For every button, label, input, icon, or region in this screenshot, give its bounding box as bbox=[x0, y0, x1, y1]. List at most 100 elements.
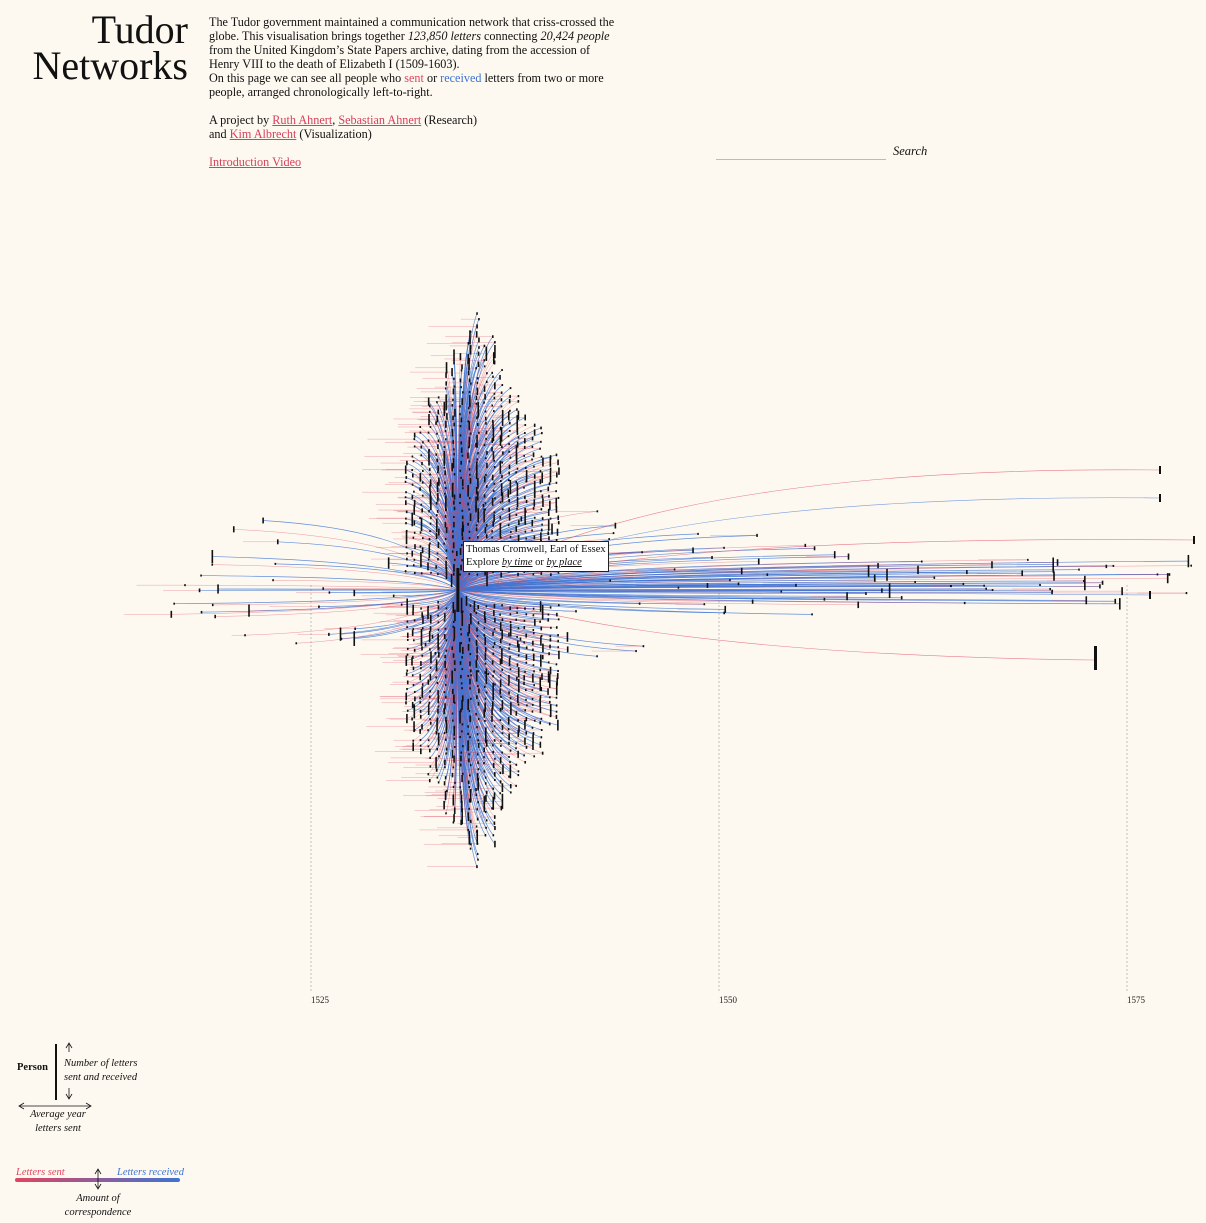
person-node bbox=[461, 613, 464, 627]
person-node bbox=[427, 431, 430, 434]
person-node bbox=[492, 352, 495, 364]
person-node bbox=[492, 796, 495, 810]
person-node bbox=[476, 627, 478, 632]
person-node bbox=[476, 381, 479, 385]
person-node bbox=[459, 353, 462, 361]
person-node bbox=[420, 661, 422, 666]
person-node bbox=[524, 423, 527, 427]
person-node bbox=[477, 761, 479, 764]
person-node bbox=[400, 603, 403, 606]
person-node bbox=[874, 578, 876, 582]
person-node bbox=[548, 536, 550, 541]
person-node bbox=[501, 604, 503, 607]
link-sebastian-ahnert[interactable]: Sebastian Ahnert bbox=[338, 113, 422, 127]
search-input[interactable] bbox=[716, 144, 886, 160]
person-node bbox=[461, 364, 463, 370]
person-node bbox=[406, 638, 409, 641]
person-node bbox=[411, 550, 414, 557]
person-node bbox=[515, 747, 517, 750]
person-node bbox=[475, 331, 478, 338]
person-node bbox=[555, 538, 558, 542]
person-node bbox=[642, 645, 645, 648]
person-node bbox=[428, 640, 431, 643]
person-node bbox=[509, 643, 511, 646]
person-node bbox=[555, 663, 558, 666]
person-node bbox=[211, 603, 214, 607]
person-node bbox=[460, 441, 463, 445]
person-node bbox=[525, 510, 527, 513]
person-node bbox=[460, 708, 462, 713]
person-node bbox=[494, 497, 496, 500]
person-node bbox=[412, 459, 415, 463]
person-node bbox=[548, 494, 550, 498]
person-node bbox=[526, 704, 528, 707]
person-node bbox=[509, 655, 511, 658]
person-node bbox=[476, 536, 479, 539]
explore-by-time-link[interactable]: by time bbox=[501, 557, 533, 568]
link bbox=[457, 589, 526, 763]
person-node bbox=[813, 546, 816, 551]
person-node bbox=[491, 497, 494, 506]
link-kim-albrecht[interactable]: Kim Albrecht bbox=[229, 127, 297, 141]
person-node bbox=[475, 788, 477, 792]
person-node bbox=[493, 739, 496, 742]
link bbox=[323, 588, 458, 591]
person-node bbox=[524, 414, 527, 421]
link bbox=[457, 497, 559, 591]
person-node bbox=[437, 471, 439, 474]
person-node bbox=[461, 699, 463, 710]
person-node bbox=[483, 359, 486, 362]
person-node bbox=[485, 826, 487, 829]
person-node bbox=[523, 675, 525, 681]
person-node bbox=[478, 431, 480, 434]
person-node bbox=[469, 330, 471, 345]
person-node bbox=[550, 573, 552, 577]
person-node bbox=[501, 416, 504, 426]
person-node bbox=[419, 696, 421, 700]
person-node bbox=[467, 732, 469, 736]
link-ruth-ahnert[interactable]: Ruth Ahnert bbox=[272, 113, 333, 127]
person-node bbox=[469, 687, 471, 690]
person-node bbox=[516, 426, 519, 435]
person-node bbox=[556, 677, 558, 686]
person-node bbox=[757, 558, 760, 565]
person-node bbox=[452, 542, 455, 549]
person-node bbox=[428, 449, 430, 452]
person-node bbox=[476, 646, 478, 654]
person-node bbox=[533, 423, 536, 427]
person-node bbox=[424, 643, 427, 647]
person-node bbox=[435, 565, 437, 569]
person-node bbox=[445, 372, 447, 378]
person-node bbox=[452, 625, 455, 628]
person-node bbox=[1051, 589, 1054, 592]
person-node bbox=[437, 542, 440, 549]
person-node bbox=[470, 613, 472, 625]
person-node bbox=[517, 750, 519, 758]
person-node bbox=[557, 496, 560, 499]
network-chart[interactable]: 1525 1550 1575 bbox=[0, 0, 1206, 1020]
person-node bbox=[547, 688, 549, 695]
person-node bbox=[469, 774, 471, 777]
person-node bbox=[541, 673, 543, 681]
person-node bbox=[485, 346, 488, 361]
x-tick-1550: 1550 bbox=[719, 995, 738, 1005]
person-node bbox=[501, 445, 503, 449]
introduction-video-link[interactable]: Introduction Video bbox=[209, 155, 302, 169]
person-node bbox=[485, 473, 487, 476]
person-node bbox=[469, 604, 472, 607]
person-node bbox=[477, 452, 479, 455]
person-node bbox=[419, 701, 422, 704]
person-node bbox=[525, 661, 528, 664]
link bbox=[457, 589, 1097, 661]
person-node bbox=[475, 395, 478, 401]
person-node bbox=[518, 689, 520, 692]
person-node bbox=[501, 724, 504, 730]
person-node bbox=[461, 668, 464, 671]
person-node bbox=[541, 605, 544, 620]
person-node bbox=[445, 381, 448, 386]
person-node bbox=[413, 438, 416, 441]
person-node bbox=[429, 626, 432, 632]
person-node bbox=[917, 565, 919, 575]
explore-by-place-link[interactable]: by place bbox=[546, 557, 582, 568]
